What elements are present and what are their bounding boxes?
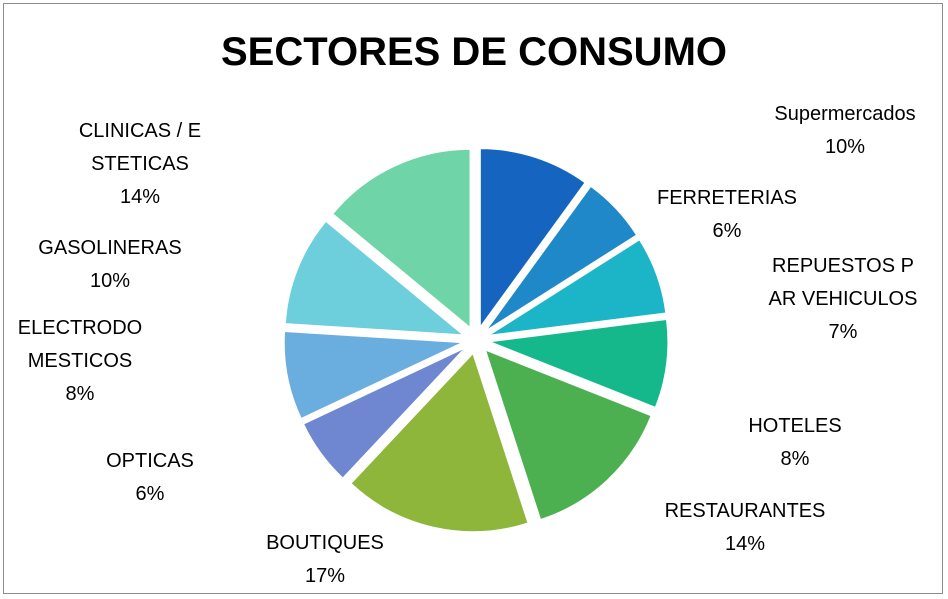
category-label: GASOLINERAS xyxy=(38,237,182,259)
category-label: BOUTIQUES xyxy=(266,532,384,554)
slice-label: RESTAURANTES 14% xyxy=(650,495,840,561)
slice-label: Supermercados 10% xyxy=(755,98,935,164)
slice-label: REPUESTOS PAR VEHICULOS 7% xyxy=(768,250,918,349)
category-label: OPTICAS xyxy=(106,450,194,472)
pie-slice xyxy=(284,220,465,336)
category-label: REPUESTOS PAR VEHICULOS xyxy=(768,255,918,310)
slice-label: HOTELES 8% xyxy=(720,410,870,476)
slice-label: GASOLINERAS 10% xyxy=(30,232,190,298)
category-label: Supermercados xyxy=(774,103,916,125)
category-label: HOTELES xyxy=(748,415,842,437)
pie-slice xyxy=(484,349,652,521)
slice-label: CLINICAS / ESTETICAS 14% xyxy=(75,115,205,214)
slice-label: OPTICAS 6% xyxy=(90,445,210,511)
pie-slice xyxy=(488,239,667,336)
pie-slice xyxy=(350,352,529,533)
value-label: 8% xyxy=(780,448,810,470)
category-label: ELECTRODOMESTICOS xyxy=(17,317,143,372)
category-label: RESTAURANTES xyxy=(664,500,826,522)
chart-title: SECTORES DE CONSUMO xyxy=(221,30,727,74)
value-label: 8% xyxy=(65,383,95,405)
value-label: 6% xyxy=(712,220,742,242)
pie-slice xyxy=(302,347,466,479)
category-label: CLINICAS / ESTETICAS xyxy=(78,120,202,175)
slice-label: BOUTIQUES 17% xyxy=(245,527,405,593)
slice-label: ELECTRODOMESTICOS 8% xyxy=(10,312,150,411)
value-label: 14% xyxy=(119,186,161,208)
value-label: 14% xyxy=(724,533,766,555)
chart-frame xyxy=(3,3,943,594)
pie-slice xyxy=(479,148,586,329)
pie-slice xyxy=(283,330,463,420)
slice-label: FERRETERIAS 6% xyxy=(647,182,807,248)
pie-slice xyxy=(489,318,669,408)
pie-slice xyxy=(332,148,471,329)
value-label: 10% xyxy=(89,270,131,292)
value-label: 10% xyxy=(824,136,866,158)
category-label: FERRETERIAS xyxy=(656,187,798,209)
value-label: 7% xyxy=(828,321,858,343)
pie-slice xyxy=(485,185,638,331)
value-label: 17% xyxy=(304,565,346,587)
value-label: 6% xyxy=(135,483,165,505)
